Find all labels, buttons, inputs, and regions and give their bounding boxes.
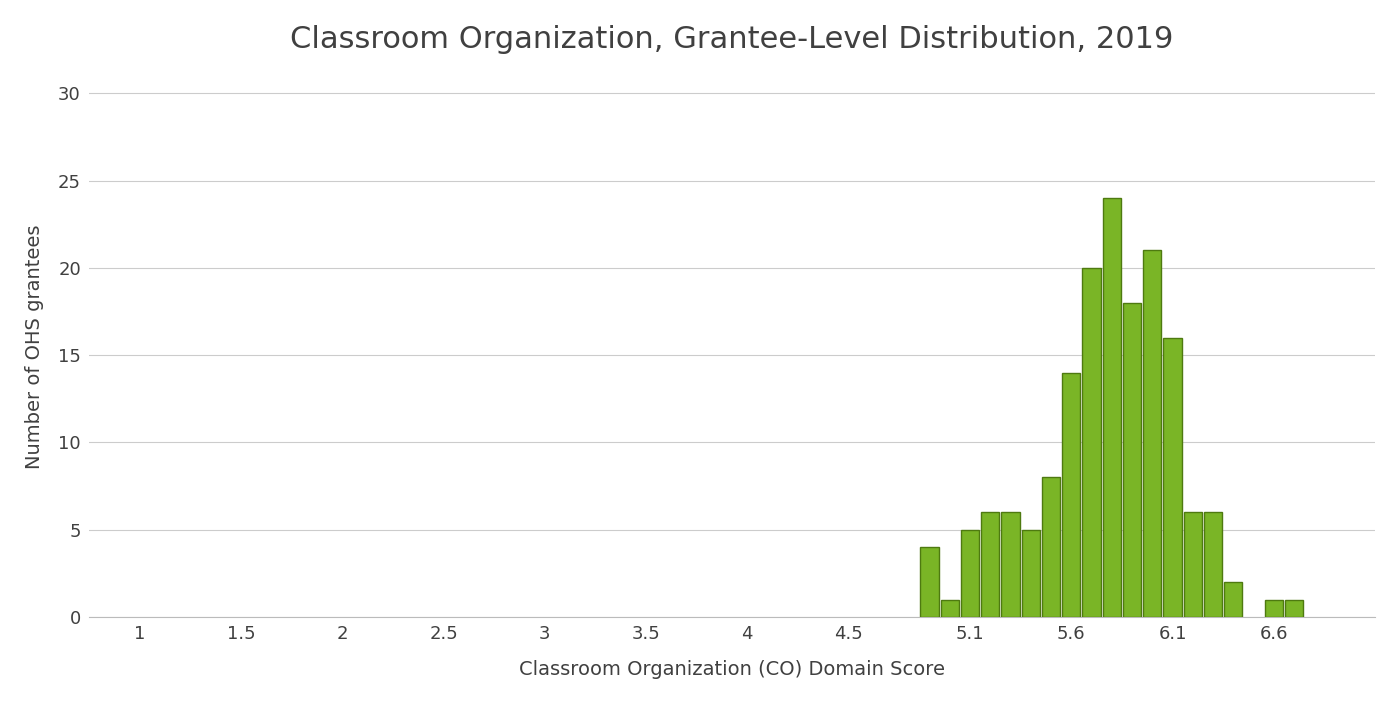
Bar [941,600,959,617]
Bar [1082,268,1100,617]
Bar [1022,529,1040,617]
X-axis label: Classroom Organization (CO) Domain Score: Classroom Organization (CO) Domain Score [519,660,945,679]
Bar [1103,198,1121,617]
Bar [1063,372,1081,617]
Bar [981,513,1000,617]
Bar [1163,338,1182,617]
Bar [960,529,979,617]
Bar [1001,513,1019,617]
Bar [1264,600,1282,617]
Bar [920,547,938,617]
Bar [1123,303,1141,617]
Bar [1183,513,1201,617]
Bar [1144,251,1162,617]
Title: Classroom Organization, Grantee-Level Distribution, 2019: Classroom Organization, Grantee-Level Di… [290,25,1173,54]
Y-axis label: Number of OHS grantees: Number of OHS grantees [25,224,43,469]
Bar [1285,600,1303,617]
Bar [1204,513,1222,617]
Bar [1042,477,1060,617]
Bar [1224,582,1242,617]
